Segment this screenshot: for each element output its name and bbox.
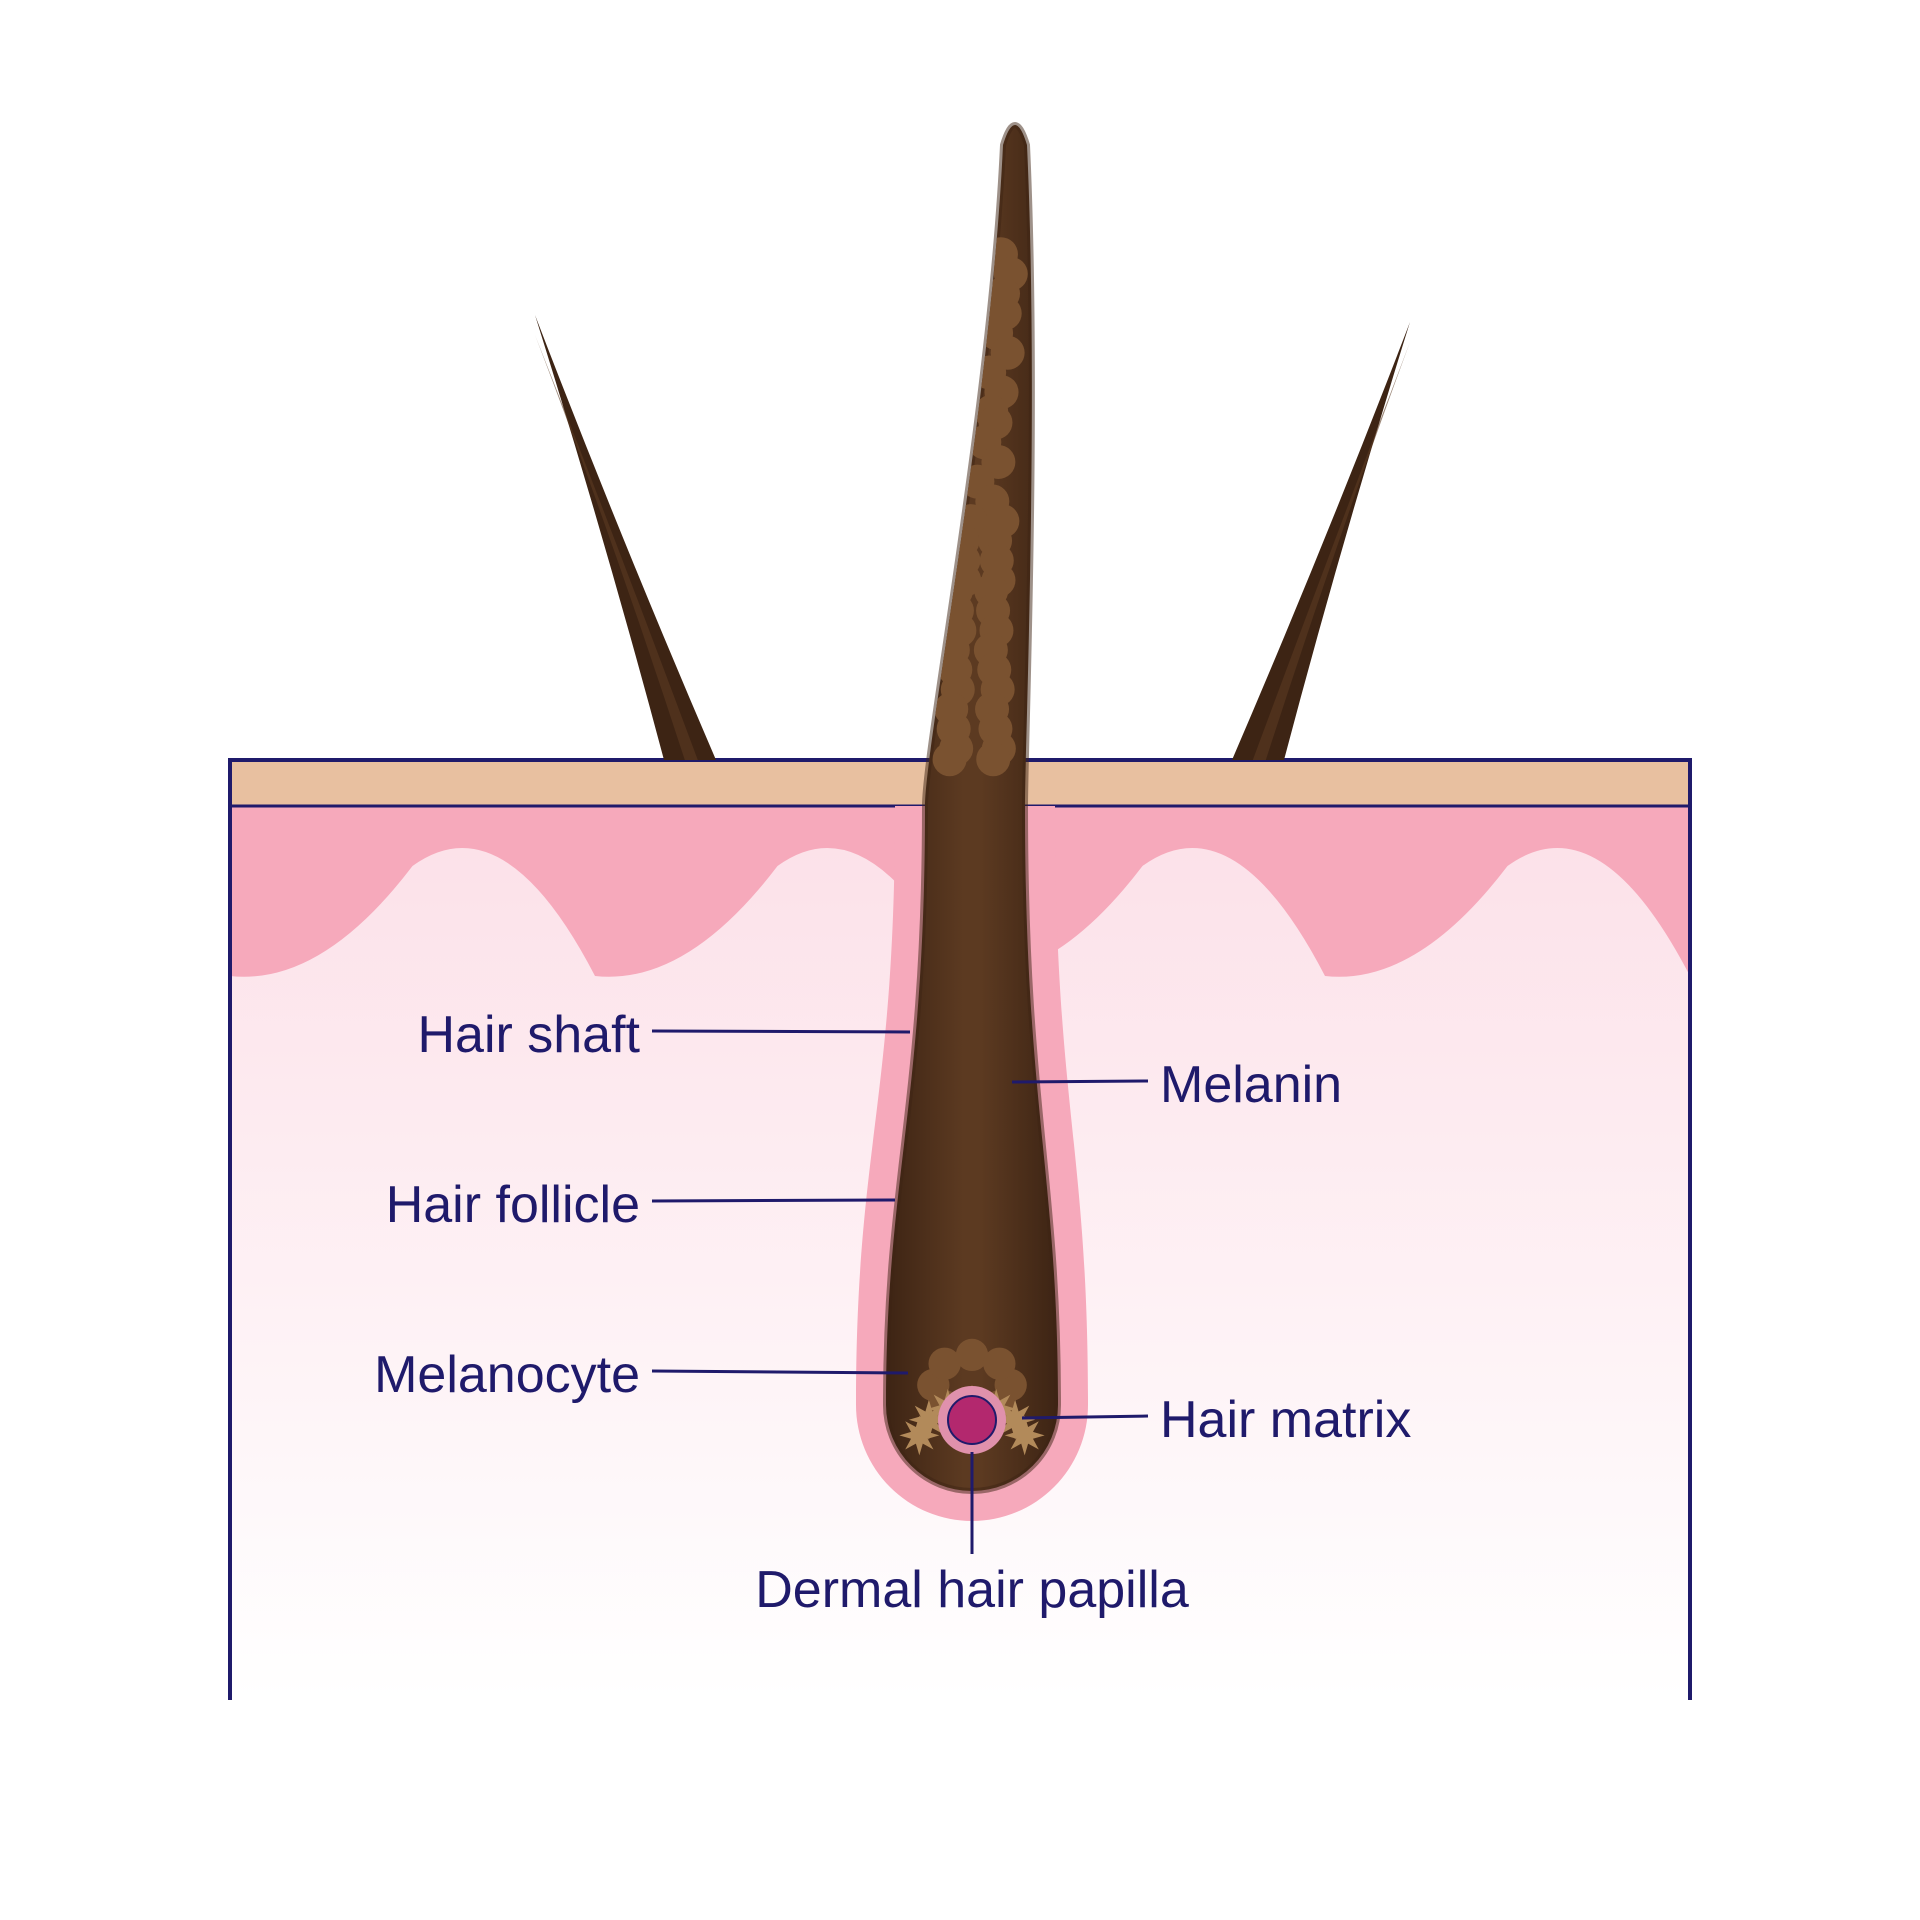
leader-hair-matrix — [1022, 1416, 1148, 1418]
label-melanocyte: Melanocyte — [374, 1345, 640, 1405]
side-hair-right — [1232, 322, 1410, 760]
melanin-dot — [956, 1339, 988, 1371]
side-hair-right-hl — [1253, 342, 1410, 760]
label-hair-shaft: Hair shaft — [417, 1005, 640, 1065]
label-dermal-papilla: Dermal hair papilla — [712, 1560, 1232, 1620]
leader-hair-follicle — [652, 1200, 895, 1201]
label-hair-follicle: Hair follicle — [386, 1175, 640, 1235]
melanocyte-cell — [1005, 1415, 1045, 1455]
leader-hair-shaft — [652, 1031, 910, 1032]
label-melanin: Melanin — [1160, 1055, 1342, 1115]
diagram-svg — [0, 0, 1920, 1920]
papilla-inner — [948, 1396, 996, 1444]
melanin-dot — [983, 1348, 1015, 1380]
side-hair-left — [535, 315, 716, 760]
melanin-dot — [976, 742, 1010, 776]
diagram-stage: Hair shaft Hair follicle Melanocyte Melanin… — [0, 0, 1920, 1920]
label-hair-matrix: Hair matrix — [1160, 1390, 1411, 1450]
melanin-dot — [928, 1348, 960, 1380]
leader-melanocyte — [652, 1371, 908, 1373]
melanin-dot — [933, 742, 967, 776]
side-hair-left-hl — [535, 335, 698, 760]
leader-melanin — [1012, 1081, 1148, 1082]
